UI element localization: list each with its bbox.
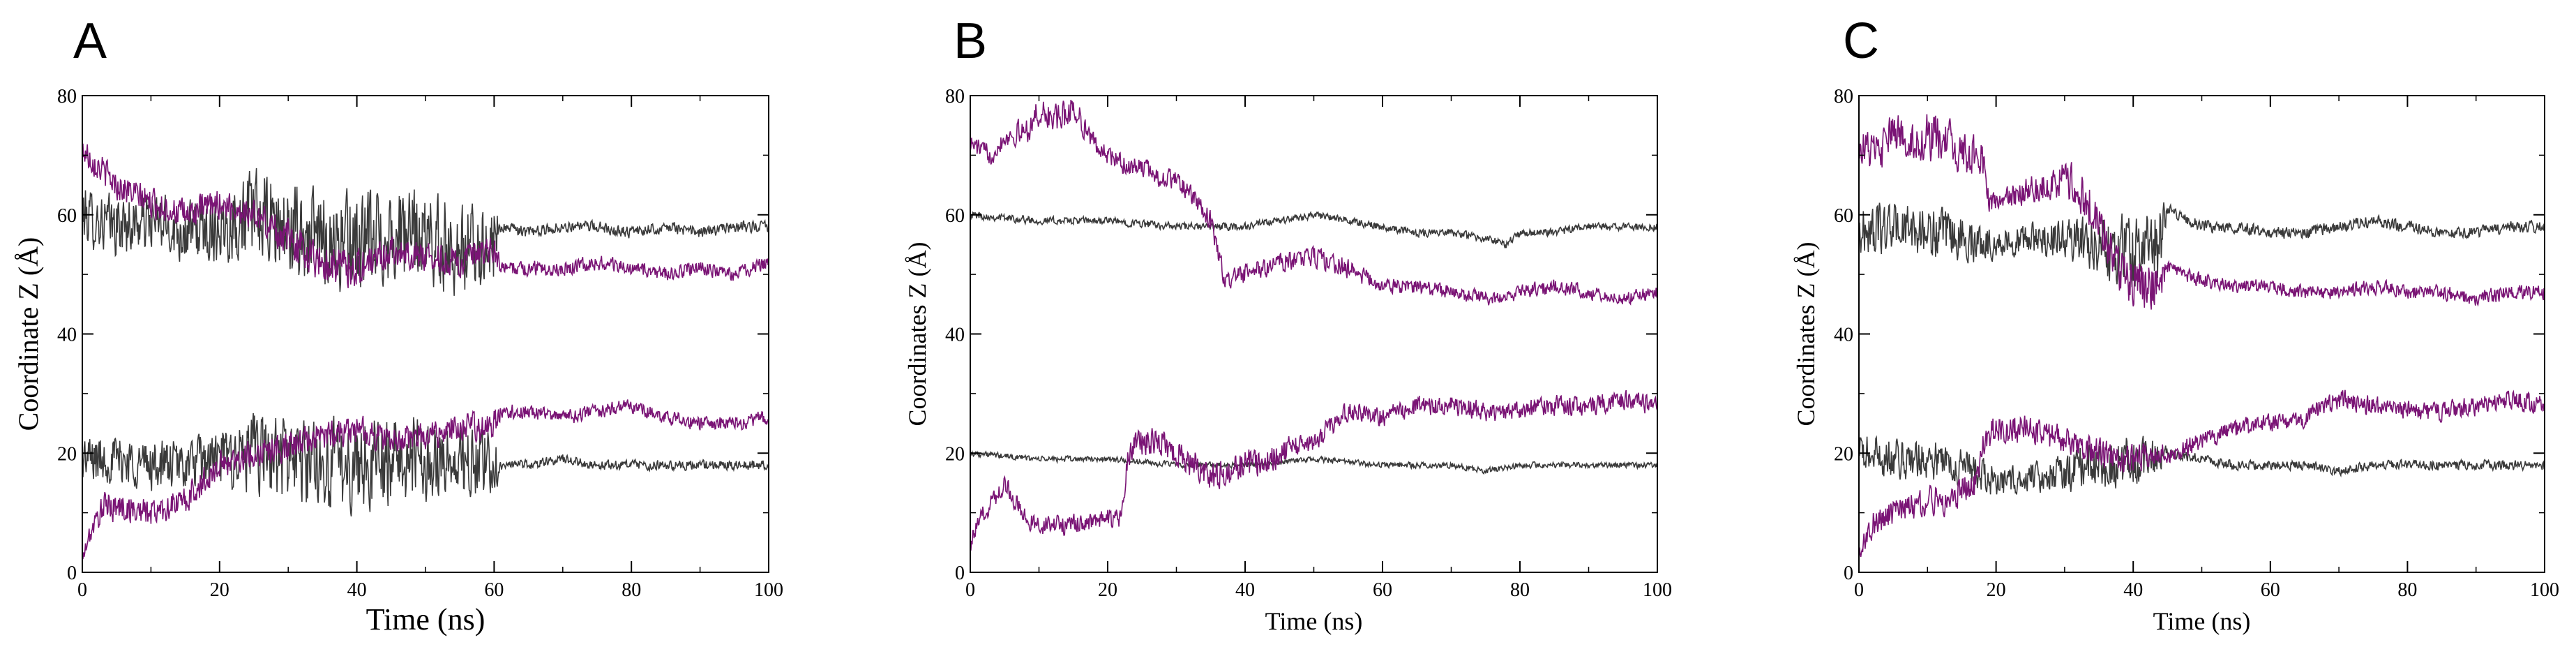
y-tick-label: 80 [57,86,77,107]
panel-c: C 0 20 40 60 80 100 0 20 40 60 80 Time (ns) Coordina… [1717,0,2576,647]
series-line-purple [970,99,1658,306]
y-tick-label: 40 [1834,325,1853,346]
y-tick-label: 40 [945,325,965,346]
series-line-dark [82,412,769,516]
x-tick-label: 60 [1373,579,1392,601]
y-tick-label: 20 [57,443,77,465]
x-tick-label: 20 [1987,579,2006,601]
series-group [970,99,1658,551]
y-axis-title: Coordinates Z (Å) [1792,242,1820,426]
x-tick-label: 40 [2123,579,2143,601]
x-tick-label: 40 [347,579,367,601]
y-tick-label: 80 [1834,86,1853,107]
y-axis-title: Coordinate Z (Å) [13,237,44,431]
x-tick-label: 100 [2530,579,2559,601]
x-tick-label: 20 [210,579,229,601]
x-tick-label: 60 [2261,579,2280,601]
x-tick-label: 0 [965,579,975,601]
y-tick-label: 60 [945,205,965,227]
chart-b: 0 20 40 60 80 100 0 20 40 60 80 Time (ns) Coordinate… [903,86,1672,635]
y-tick-label: 20 [1834,443,1853,465]
y-axis-title: Coordinates Z (Å) [903,242,931,426]
x-tick-label: 40 [1235,579,1255,601]
panel-letter: C [1843,13,1879,69]
y-tick-label: 20 [945,443,965,465]
series-line-dark [970,210,1658,248]
panel-b: B 0 20 40 60 80 100 0 20 40 60 80 Time (ns) Coordina… [859,0,1717,647]
series-line-purple [1858,389,2545,558]
x-tick-label: 80 [1510,579,1530,601]
x-tick-label: 20 [1098,579,1117,601]
x-tick-label: 100 [1643,579,1672,601]
x-tick-label: 0 [77,579,87,601]
y-tick-label: 60 [1834,205,1853,227]
series-line-dark [970,449,1658,475]
y-tick-label: 0 [1844,563,1853,584]
x-tick-label: 80 [2397,579,2417,601]
x-axis-title: Time (ns) [2153,607,2251,635]
y-tick-label: 80 [945,86,965,107]
panel-letter: A [73,13,107,69]
chart-c: 0 20 40 60 80 100 0 20 40 60 80 Time (ns) Coordinate… [1792,86,2559,635]
series-group [82,143,769,560]
series-group [1858,114,2545,558]
series-line-purple [82,399,769,560]
panel-a: A 0 20 40 60 80 100 0 20 40 60 80 Time (ns) Coordina… [0,0,859,647]
x-tick-label: 0 [1854,579,1864,601]
series-line-dark [1858,202,2545,288]
y-tick-label: 0 [67,563,77,584]
plot-frame [1858,95,2545,573]
chart-a: 0 20 40 60 80 100 0 20 40 60 80 Time (ns) Coordinate… [13,86,783,637]
x-tick-label: 80 [622,579,641,601]
x-tick-label: 100 [754,579,783,601]
x-tick-label: 60 [484,579,504,601]
series-line-purple [82,143,769,288]
plot-frame [970,95,1658,573]
series-line-purple [1858,114,2545,310]
x-axis-title: Time (ns) [1265,607,1363,635]
y-tick-label: 40 [57,325,77,346]
series-line-dark [1858,435,2545,495]
series-line-purple [970,389,1658,551]
panel-letter: B [954,13,988,69]
x-axis-title: Time (ns) [366,602,485,637]
y-tick-label: 0 [955,563,965,584]
y-tick-label: 60 [57,205,77,227]
